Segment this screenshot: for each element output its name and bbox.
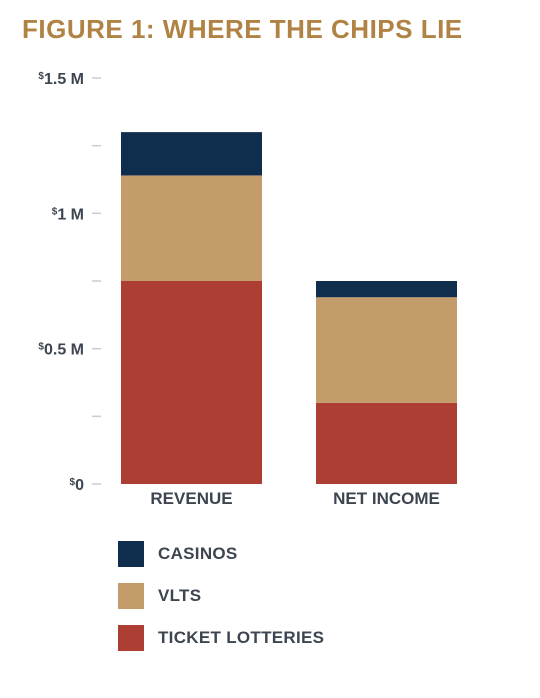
legend-swatch-ticket-lotteries	[118, 625, 144, 651]
legend-item-vlts: VLTS	[118, 582, 324, 610]
bar-segment-vlts	[316, 297, 457, 403]
bar-segment-ticket-lotteries	[316, 402, 457, 484]
chart-title: FIGURE 1: WHERE THE CHIPS LIE	[22, 14, 463, 44]
bar-segment-vlts	[121, 175, 262, 281]
bar-segment-casinos	[316, 281, 457, 298]
y-tick-label: $1 M	[52, 206, 84, 223]
stacked-bar-chart: $0 $0.5 M $1 M $1.5 M REVENUE NET INCOME	[38, 71, 457, 508]
bar-segment-ticket-lotteries	[121, 281, 262, 484]
y-tick-label: $1.5 M	[38, 71, 84, 88]
legend-label-vlts: VLTS	[158, 586, 202, 605]
legend-item-casinos: CASINOS	[118, 540, 324, 568]
legend-swatch-casinos	[118, 541, 144, 567]
legend: CASINOS VLTS TICKET LOTTERIES	[118, 540, 324, 666]
y-tick-label: $0.5 M	[38, 342, 84, 359]
legend-swatch-vlts	[118, 583, 144, 609]
legend-label-ticket-lotteries: TICKET LOTTERIES	[158, 628, 325, 647]
y-tick-label: $0	[70, 477, 85, 494]
legend-item-ticket-lotteries: TICKET LOTTERIES	[118, 624, 324, 652]
x-category-label: REVENUE	[150, 489, 232, 508]
bar-segment-casinos	[121, 132, 262, 176]
legend-label-casinos: CASINOS	[158, 544, 238, 563]
x-category-label: NET INCOME	[333, 489, 440, 508]
